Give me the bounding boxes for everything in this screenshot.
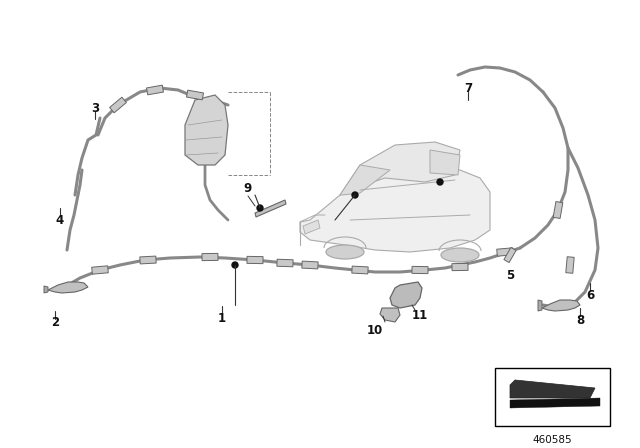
Text: 7: 7	[464, 82, 472, 95]
Text: 8: 8	[576, 314, 584, 327]
Polygon shape	[542, 300, 580, 311]
Polygon shape	[303, 220, 320, 234]
Text: 10: 10	[367, 323, 383, 336]
Polygon shape	[430, 150, 460, 175]
Text: 9: 9	[244, 181, 252, 194]
Polygon shape	[340, 142, 460, 195]
Polygon shape	[277, 259, 293, 267]
Ellipse shape	[441, 248, 479, 262]
Polygon shape	[510, 380, 595, 398]
Polygon shape	[566, 257, 574, 273]
Circle shape	[437, 179, 443, 185]
Polygon shape	[340, 165, 390, 195]
Polygon shape	[185, 95, 228, 165]
Ellipse shape	[326, 245, 364, 259]
Polygon shape	[147, 85, 163, 95]
Text: 6: 6	[586, 289, 594, 302]
Polygon shape	[92, 266, 108, 274]
Polygon shape	[109, 97, 126, 113]
Text: 11: 11	[412, 309, 428, 322]
Polygon shape	[380, 308, 400, 322]
Polygon shape	[497, 248, 513, 256]
Polygon shape	[510, 398, 600, 408]
Polygon shape	[452, 263, 468, 271]
Polygon shape	[247, 256, 263, 263]
Polygon shape	[390, 282, 422, 308]
Text: 460585: 460585	[532, 435, 572, 445]
Polygon shape	[48, 282, 88, 293]
Text: 1: 1	[218, 311, 226, 324]
Text: 2: 2	[51, 315, 59, 328]
Polygon shape	[202, 254, 218, 261]
Polygon shape	[504, 247, 516, 263]
Polygon shape	[302, 261, 318, 269]
Polygon shape	[538, 300, 542, 311]
Polygon shape	[44, 286, 48, 293]
Circle shape	[232, 262, 238, 268]
Polygon shape	[352, 266, 368, 274]
Text: 3: 3	[91, 102, 99, 115]
Polygon shape	[140, 256, 156, 264]
Polygon shape	[300, 168, 490, 252]
Polygon shape	[553, 202, 563, 219]
Polygon shape	[412, 267, 428, 274]
Polygon shape	[255, 200, 286, 217]
Text: 5: 5	[506, 268, 514, 281]
Text: 4: 4	[56, 214, 64, 227]
Polygon shape	[186, 90, 204, 100]
Bar	[495, 368, 610, 426]
Circle shape	[257, 205, 263, 211]
Circle shape	[352, 192, 358, 198]
